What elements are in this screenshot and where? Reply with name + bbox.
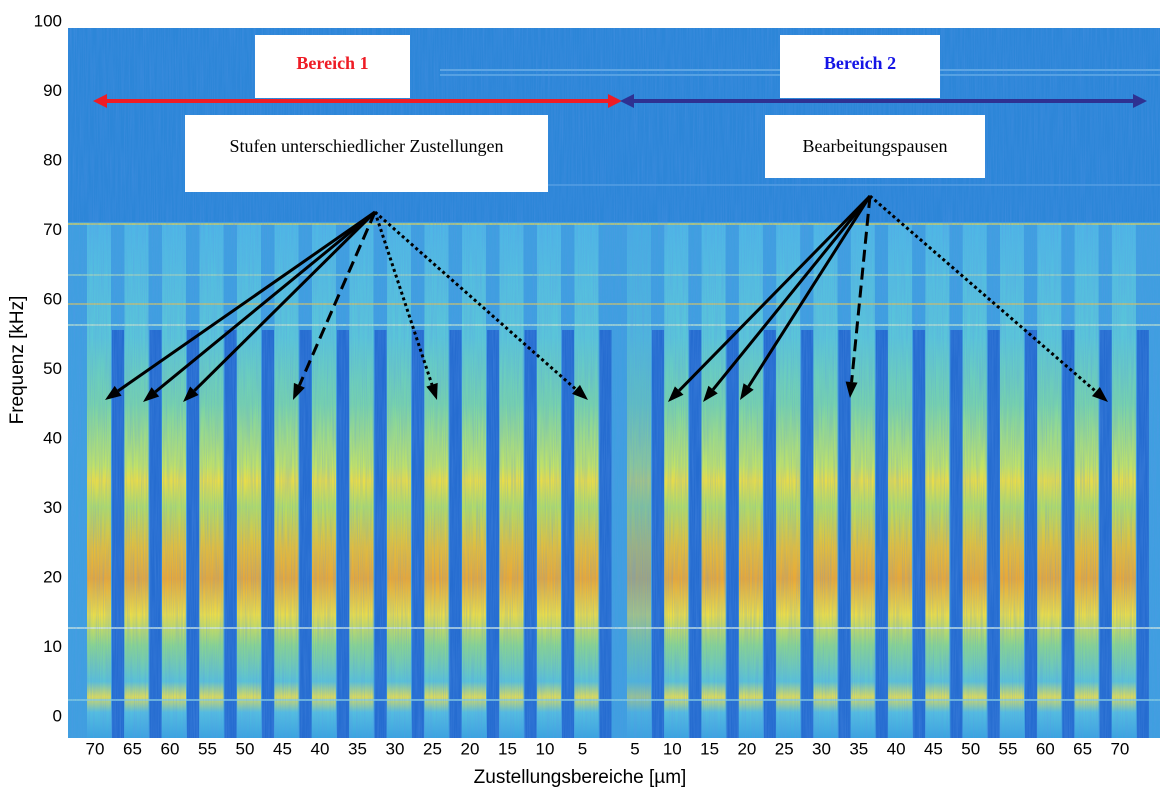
annotation-arrow xyxy=(117,210,376,393)
arrow-head xyxy=(293,382,305,400)
arrow-head xyxy=(572,384,588,400)
x-tick-label: 50 xyxy=(961,739,980,758)
arrow-head xyxy=(1091,386,1108,402)
arrow-head xyxy=(703,385,718,402)
annotation-arrow xyxy=(374,210,577,391)
arrow-head xyxy=(105,385,122,400)
x-tick-label: 20 xyxy=(737,739,756,758)
x-tick-label: 40 xyxy=(887,739,906,758)
x-tick-label: 65 xyxy=(123,739,142,758)
y-tick-label: 40 xyxy=(43,429,62,448)
annotation-arrow xyxy=(678,194,872,392)
x-tick-label: 30 xyxy=(812,739,831,758)
y-tick-label: 100 xyxy=(34,11,62,30)
x-tick-label: 20 xyxy=(461,739,480,758)
x-tick-label: 45 xyxy=(273,739,292,758)
y-tick-label: 20 xyxy=(43,568,62,587)
region-label: Bereich 1 xyxy=(255,35,410,98)
annotation-arrow xyxy=(193,210,377,392)
x-tick-label: 15 xyxy=(498,739,517,758)
x-tick-label: 35 xyxy=(348,739,367,758)
y-tick-label: 30 xyxy=(43,498,62,517)
x-tick-label: 15 xyxy=(700,739,719,758)
annotation-arrow xyxy=(850,195,872,383)
annotation-arrow xyxy=(298,211,377,386)
y-tick-label: 80 xyxy=(43,151,62,170)
x-tick-label: 30 xyxy=(386,739,405,758)
annotation-arrow xyxy=(154,210,376,394)
y-tick-label: 60 xyxy=(43,290,62,309)
arrow-head xyxy=(426,382,438,400)
arrow-head xyxy=(740,383,754,400)
x-tick-label: 45 xyxy=(924,739,943,758)
annotation-arrow xyxy=(747,195,872,388)
x-tick-label: 70 xyxy=(86,739,105,758)
x-tick-label: 65 xyxy=(1073,739,1092,758)
x-tick-label: 35 xyxy=(849,739,868,758)
y-tick-label: 50 xyxy=(43,359,62,378)
y-tick-label: 90 xyxy=(43,81,62,100)
x-tick-label: 55 xyxy=(198,739,217,758)
x-axis-label: Zustellungsbereiche [µm] xyxy=(474,767,687,788)
y-tick-label: 10 xyxy=(43,637,62,656)
arrow-head xyxy=(845,381,858,398)
arrow-head xyxy=(143,387,160,402)
arrow-head xyxy=(183,386,199,402)
x-tick-label: 70 xyxy=(1110,739,1129,758)
x-tick-label: 5 xyxy=(578,739,587,758)
x-tick-label: 25 xyxy=(775,739,794,758)
annotation-arrow xyxy=(869,194,1097,393)
y-tick-label: 70 xyxy=(43,220,62,239)
x-tick-label: 55 xyxy=(999,739,1018,758)
x-tick-label: 40 xyxy=(311,739,330,758)
x-tick-label: 10 xyxy=(536,739,555,758)
arrows xyxy=(93,94,1147,402)
y-axis-label: Frequenz [kHz] xyxy=(7,296,28,425)
x-tick-label: 5 xyxy=(630,739,639,758)
annotation-arrow xyxy=(711,195,872,391)
x-tick-label: 10 xyxy=(663,739,682,758)
note: Bearbeitungspausen xyxy=(765,115,985,178)
y-tick-label: 0 xyxy=(53,707,62,726)
x-tick-label: 25 xyxy=(423,739,442,758)
x-tick-label: 50 xyxy=(236,739,255,758)
x-tick-label: 60 xyxy=(161,739,180,758)
annotation-arrow xyxy=(373,211,434,386)
region-label: Bereich 2 xyxy=(780,35,940,98)
note: Stufen unterschiedlicher Zustellungen xyxy=(185,115,548,192)
x-tick-label: 60 xyxy=(1036,739,1055,758)
arrow-head xyxy=(668,386,684,402)
